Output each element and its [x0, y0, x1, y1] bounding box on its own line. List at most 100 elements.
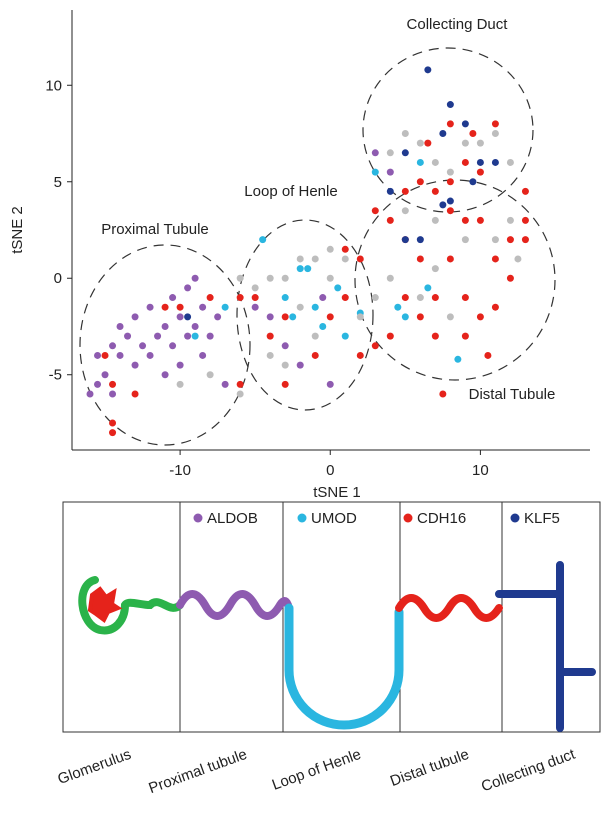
point [469, 130, 477, 138]
point [506, 216, 514, 224]
point [221, 380, 229, 388]
point [86, 390, 94, 398]
point [401, 130, 409, 138]
point [431, 158, 439, 166]
point [461, 216, 469, 224]
point [116, 351, 124, 359]
point [521, 216, 529, 224]
point [469, 178, 477, 186]
point [109, 342, 117, 350]
point [221, 303, 229, 311]
point [101, 371, 109, 379]
point [266, 351, 274, 359]
point [461, 236, 469, 244]
point [281, 294, 289, 302]
point [326, 313, 334, 321]
y-tick-label: 0 [54, 270, 62, 287]
point [424, 139, 432, 147]
point [431, 187, 439, 195]
point [154, 332, 162, 340]
segment-label: Glomerulus [55, 746, 133, 788]
point [311, 255, 319, 263]
point [176, 303, 184, 311]
point [386, 274, 394, 282]
point [386, 187, 394, 195]
point [476, 313, 484, 321]
point [326, 380, 334, 388]
point [169, 342, 177, 350]
cluster-label: Proximal Tubule [101, 221, 209, 238]
y-tick-label: 10 [45, 77, 62, 94]
point [401, 236, 409, 244]
point [514, 255, 522, 263]
point [439, 130, 447, 138]
point [296, 255, 304, 263]
point [109, 390, 117, 398]
x-axis-label: tSNE 1 [313, 484, 361, 501]
point [341, 245, 349, 253]
point [461, 120, 469, 128]
point [281, 380, 289, 388]
point [446, 207, 454, 215]
point [484, 351, 492, 359]
legend-marker [193, 513, 203, 523]
point [304, 265, 312, 273]
point [506, 274, 514, 282]
point [109, 429, 117, 437]
point [506, 158, 514, 166]
point [439, 390, 447, 398]
point [319, 322, 327, 330]
segment-label: Distal tubule [388, 746, 471, 790]
proximal-tube [176, 590, 292, 620]
point [356, 351, 364, 359]
segment-label: Collecting duct [479, 746, 578, 796]
cluster-outline [362, 47, 534, 213]
segment-label: Loop of Henle [270, 746, 364, 794]
cluster-outline [354, 179, 556, 381]
point [184, 313, 192, 321]
point [416, 313, 424, 321]
glomerulus-tube [78, 576, 184, 635]
point [416, 158, 424, 166]
point [139, 342, 147, 350]
point [461, 158, 469, 166]
point [109, 380, 117, 388]
point [424, 66, 432, 74]
point [281, 274, 289, 282]
point [326, 274, 334, 282]
point [176, 313, 184, 321]
point [521, 236, 529, 244]
point [146, 303, 154, 311]
point [319, 294, 327, 302]
point [401, 207, 409, 215]
point [386, 332, 394, 340]
x-tick-label: 0 [326, 462, 334, 479]
point [439, 201, 447, 209]
legend-label: CDH16 [417, 510, 466, 527]
nephron-diagram [62, 501, 601, 733]
point [236, 274, 244, 282]
point [371, 342, 379, 350]
point [446, 197, 454, 205]
point [491, 120, 499, 128]
point [401, 187, 409, 195]
legend-marker [297, 513, 307, 523]
point [476, 216, 484, 224]
point [386, 168, 394, 176]
point [371, 168, 379, 176]
point [236, 380, 244, 388]
point [371, 207, 379, 215]
point [491, 130, 499, 138]
point [476, 158, 484, 166]
legend-marker [403, 513, 413, 523]
point [401, 149, 409, 157]
point [311, 303, 319, 311]
legend-marker [510, 513, 520, 523]
point [446, 313, 454, 321]
point [356, 255, 364, 263]
point [176, 361, 184, 369]
diagram-frame [62, 501, 601, 733]
point [401, 313, 409, 321]
point [184, 284, 192, 292]
